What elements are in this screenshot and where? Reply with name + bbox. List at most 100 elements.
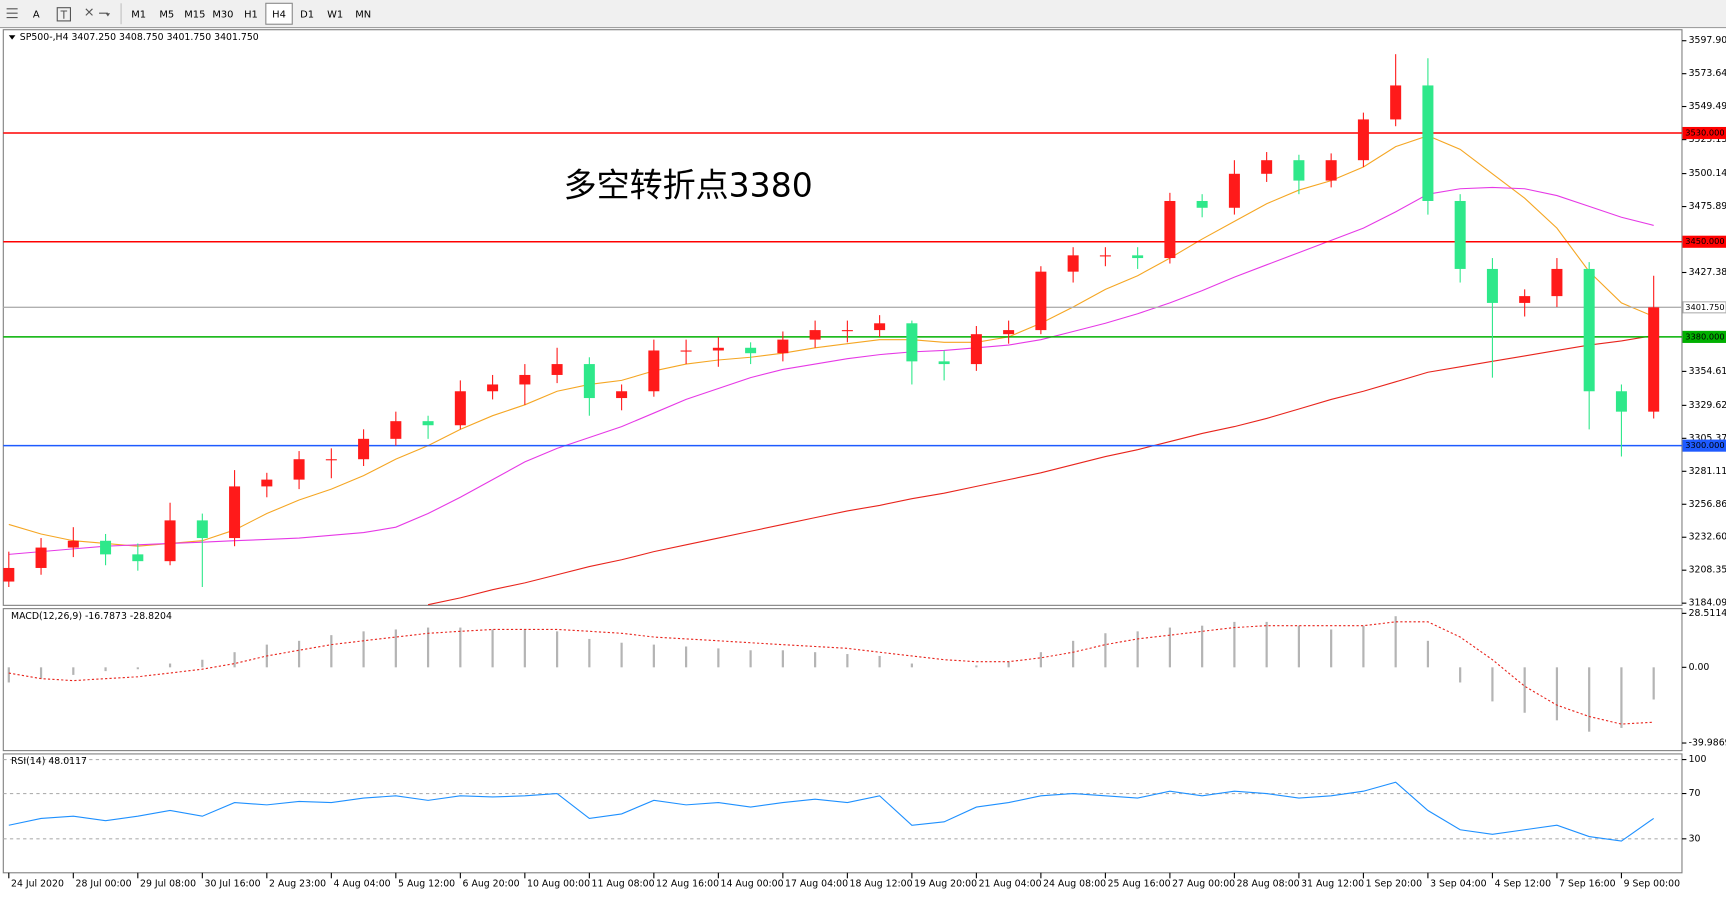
timeframe-label[interactable]: D1 [300,9,314,20]
panel-title: RSI(14) 48.0117 [11,756,87,767]
y-tick-label: 3281.115 [1689,466,1726,477]
x-tick-label: 28 Jul 00:00 [76,878,132,889]
candle-body [551,364,563,375]
timeframe-label[interactable]: M15 [184,9,205,20]
button[interactable] [2,3,25,25]
timeframe-label[interactable]: MN [355,9,371,20]
macd-bar [136,667,139,670]
x-tick-label: 10 Aug 00:00 [527,878,590,889]
macd-bar [814,652,817,668]
macd-bar [1039,652,1042,668]
candle-body [196,520,208,539]
candle-body [1132,255,1144,259]
macd-bar [233,652,236,668]
timeframe-button[interactable] [237,3,265,25]
label-tool[interactable] [56,7,71,22]
candle-body [1583,268,1595,392]
timeframe-button[interactable] [350,3,377,25]
y-tick-label: 3475.890 [1689,201,1726,212]
candle-body [358,438,370,460]
candle-body [164,520,176,562]
candle-body [67,540,79,548]
level-label: 3450.000 [1685,236,1724,246]
y-tick-label: 3573.645 [1689,68,1726,79]
candle-body [777,339,789,354]
x-tick-label: 12 Aug 16:00 [656,878,719,889]
candle-body [874,323,886,331]
macd-bar [394,629,397,668]
macd-bar [1459,667,1462,683]
candle-body [1003,330,1015,335]
macd-bar [362,631,365,668]
candle-body [390,421,402,439]
macd-bar [749,650,752,668]
candle-body [712,347,724,351]
macd-bar [1491,667,1494,702]
crosshair-tool[interactable] [2,3,25,25]
y-tick-label: 28.5114 [1689,608,1726,619]
macd-bar [1620,667,1623,728]
y-tick-label: 100 [1689,754,1707,765]
timeframe-label[interactable]: M30 [212,9,233,20]
macd-bar [39,667,43,679]
candle-body [1357,119,1369,161]
macd-bar [1652,667,1655,700]
timeframe-label[interactable]: M1 [131,9,146,20]
series-line [427,335,1654,606]
level-label: 3300.000 [1685,440,1724,450]
timeframe-label[interactable]: H4 [272,9,286,20]
candle-body [1615,391,1627,412]
macd-bar [7,667,10,683]
candle-body [519,374,531,385]
level-label: 3380.000 [1685,331,1724,341]
x-tick-label: 30 Jul 16:00 [205,878,261,889]
timeframe-button[interactable] [209,3,237,25]
x-tick-label: 11 Aug 08:00 [592,878,655,889]
y-tick-label: 3500.145 [1689,168,1726,179]
y-tick-label: 3184.095 [1689,598,1726,609]
candle-body [1293,160,1305,181]
timeframe-button[interactable] [293,3,321,25]
timeframe-label[interactable]: M5 [159,9,174,20]
timeframe-button[interactable] [265,2,293,25]
macd-bar [1330,629,1333,668]
level-label: 3530.000 [1685,128,1724,138]
candle-body [1648,307,1660,412]
macd-bar [717,648,720,668]
candle-body [1067,255,1079,272]
macd-bar [297,640,301,668]
macd-bar [1168,627,1171,668]
x-tick-label: 29 Jul 08:00 [140,878,196,889]
timeframe-button[interactable] [181,3,209,25]
timeframe-button[interactable] [321,3,349,25]
timeframe-button[interactable] [153,3,180,25]
candle-body [422,421,434,426]
macd-bar [1394,616,1397,668]
candle-body [454,391,466,426]
plot: 3597.900 3573.645 3549.490 3525.135 3500.145… [3,32,1726,889]
level-tag [1682,330,1726,343]
x-tick-label: 14 Aug 00:00 [721,878,784,889]
y-tick-label: 3256.860 [1689,499,1726,510]
timeframe-label[interactable]: H1 [244,9,258,20]
candle-body [745,347,757,354]
timeframe-button[interactable] [125,3,152,25]
macd-bar [878,655,881,668]
candle-body [1325,160,1337,181]
candle-body [1099,255,1111,257]
panel-title: MACD(12,26,9) -16.7873 -28.8204 [11,611,172,622]
y-tick-label: 3525.135 [1689,134,1726,145]
timeframe-label[interactable]: W1 [327,9,343,20]
arrow-tool[interactable] [85,8,111,17]
x-tick-label: 19 Aug 20:00 [914,878,977,889]
y-tick-label: 3305.370 [1689,433,1726,444]
level-tag [1682,439,1726,452]
icon [60,10,68,19]
level-label: 3401.750 [1685,302,1724,312]
candle-body [325,459,337,461]
text-tool[interactable]: A [33,9,40,20]
candle-body [132,554,144,562]
macd-bar [910,663,913,668]
x-tick-label: 21 Aug 04:00 [979,878,1042,889]
